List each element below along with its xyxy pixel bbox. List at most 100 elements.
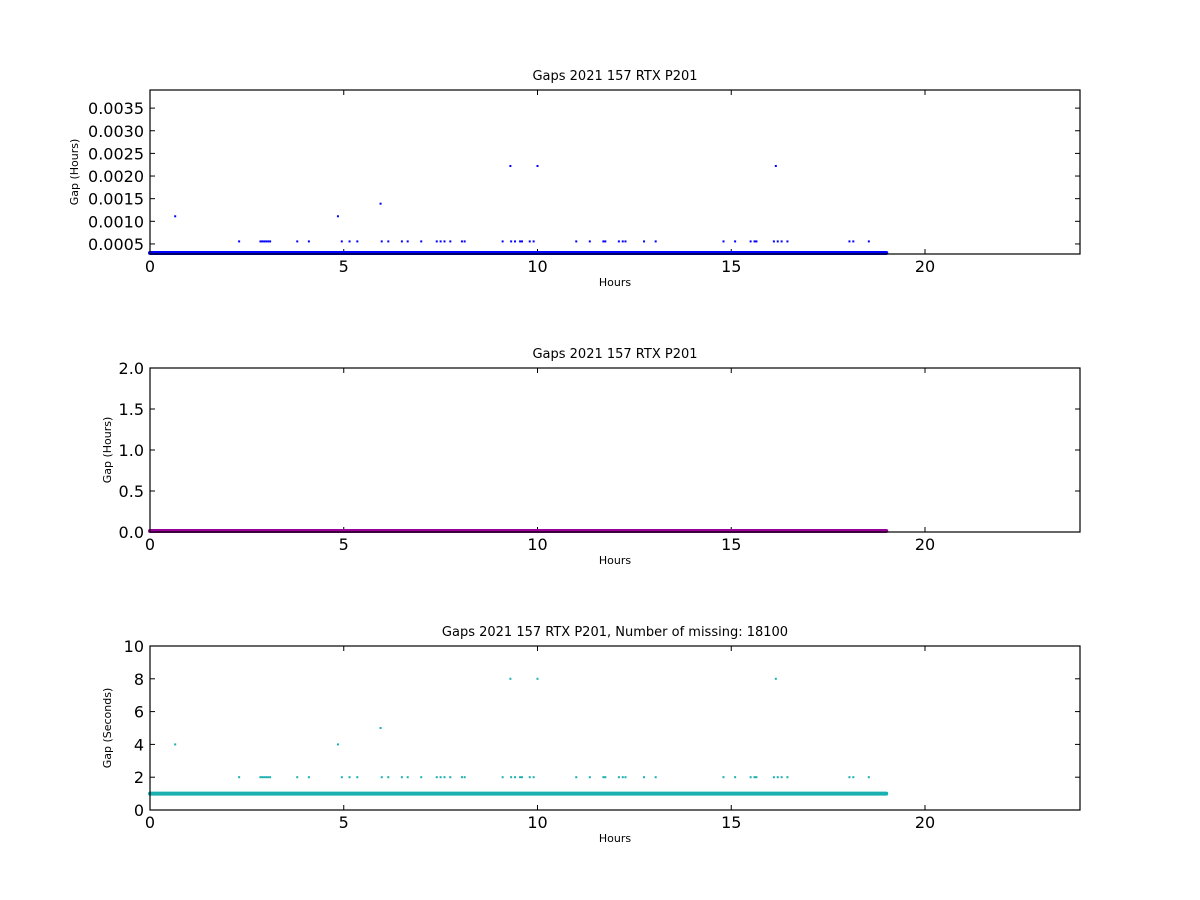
data-point xyxy=(439,776,442,779)
data-point xyxy=(753,776,756,779)
data-point xyxy=(774,677,777,680)
x-tick-label: 20 xyxy=(915,813,935,832)
data-point xyxy=(772,240,775,243)
data-point xyxy=(406,776,409,779)
data-point xyxy=(852,240,855,243)
y-tick-label: 0.0010 xyxy=(88,212,144,231)
data-point xyxy=(521,240,523,243)
x-tick-label: 5 xyxy=(339,257,349,276)
data-point xyxy=(510,240,513,243)
data-point xyxy=(734,240,737,243)
x-tick-label: 0 xyxy=(145,535,155,554)
data-point xyxy=(380,776,383,779)
data-point xyxy=(575,776,578,779)
data-point xyxy=(463,240,466,243)
data-point xyxy=(261,776,264,779)
y-tick-label: 2 xyxy=(134,768,144,787)
data-point xyxy=(501,776,504,779)
x-tick-label: 20 xyxy=(915,257,935,276)
plot-frame xyxy=(149,367,1081,533)
data-point xyxy=(776,776,779,779)
x-tick-label: 5 xyxy=(339,813,349,832)
data-point xyxy=(532,240,535,243)
data-point xyxy=(238,240,241,243)
data-point xyxy=(617,240,620,243)
y-tick-label: 0.0035 xyxy=(88,99,144,118)
y-axis-label: Gap (Hours) xyxy=(101,417,114,484)
data-point xyxy=(348,776,351,779)
data-point xyxy=(435,776,438,779)
data-point xyxy=(852,776,855,779)
data-point xyxy=(519,240,522,243)
data-point xyxy=(356,776,359,779)
data-point xyxy=(261,240,264,243)
data-point xyxy=(624,776,627,779)
data-point xyxy=(621,776,624,779)
data-point xyxy=(406,240,409,243)
data-point xyxy=(848,776,851,779)
y-tick-label: 4 xyxy=(134,735,144,754)
data-point xyxy=(532,776,535,779)
data-point xyxy=(269,240,272,243)
data-point xyxy=(575,240,578,243)
x-tick-label: 15 xyxy=(721,813,741,832)
data-point xyxy=(439,240,442,243)
y-tick-label: 0.0025 xyxy=(88,144,144,163)
data-point xyxy=(420,776,423,779)
data-point xyxy=(786,776,789,779)
data-point xyxy=(379,202,382,205)
data-point xyxy=(263,776,266,779)
data-point xyxy=(259,776,262,779)
data-point xyxy=(867,240,870,243)
data-point xyxy=(867,776,870,779)
chart-panel-2: Gaps 2021 157 RTX P201 Hours Gap (Hours) 0 5… xyxy=(101,347,1081,567)
data-point xyxy=(509,164,512,167)
data-point xyxy=(510,776,513,779)
y-tick-label: 1.5 xyxy=(119,400,144,419)
x-axis-label: Hours xyxy=(599,276,631,289)
data-point xyxy=(514,240,517,243)
data-point xyxy=(460,240,463,243)
data-point xyxy=(536,164,539,167)
data-point xyxy=(400,240,403,243)
data-point xyxy=(460,776,463,779)
data-point xyxy=(263,240,266,243)
data-point xyxy=(749,240,752,243)
y-tick-label: 2.0 xyxy=(119,359,144,378)
x-tick-label: 0 xyxy=(145,813,155,832)
data-point xyxy=(780,776,783,779)
data-point xyxy=(786,240,789,243)
data-point xyxy=(519,776,522,779)
x-tick-label: 10 xyxy=(527,535,547,554)
data-point xyxy=(174,743,177,746)
data-point xyxy=(435,240,438,243)
plot-frame xyxy=(149,89,1081,255)
data-point xyxy=(654,776,657,779)
data-point xyxy=(174,215,177,218)
data-point xyxy=(621,240,624,243)
data-point xyxy=(780,240,783,243)
data-point xyxy=(722,240,725,243)
data-point xyxy=(443,240,446,243)
data-point xyxy=(379,727,382,729)
data-point xyxy=(265,776,268,779)
data-point xyxy=(643,776,646,779)
data-point xyxy=(267,240,270,243)
data-point xyxy=(238,776,241,779)
data-point xyxy=(514,776,517,779)
y-tick-label: 0 xyxy=(134,801,144,820)
chart-title: Gaps 2021 157 RTX P201 xyxy=(532,347,697,362)
y-tick-label: 10 xyxy=(124,637,144,656)
data-point xyxy=(259,240,262,243)
data-point xyxy=(296,776,299,779)
x-tick-label: 0 xyxy=(145,257,155,276)
chart-title: Gaps 2021 157 RTX P201, Number of missin… xyxy=(442,625,788,640)
data-point xyxy=(521,776,523,779)
data-point xyxy=(776,240,779,243)
data-point xyxy=(602,240,605,243)
y-tick-label: 1.0 xyxy=(119,441,144,460)
data-point xyxy=(336,743,339,746)
data-point xyxy=(340,240,343,243)
data-point xyxy=(336,215,339,218)
y-tick-label: 0.0030 xyxy=(88,122,144,141)
